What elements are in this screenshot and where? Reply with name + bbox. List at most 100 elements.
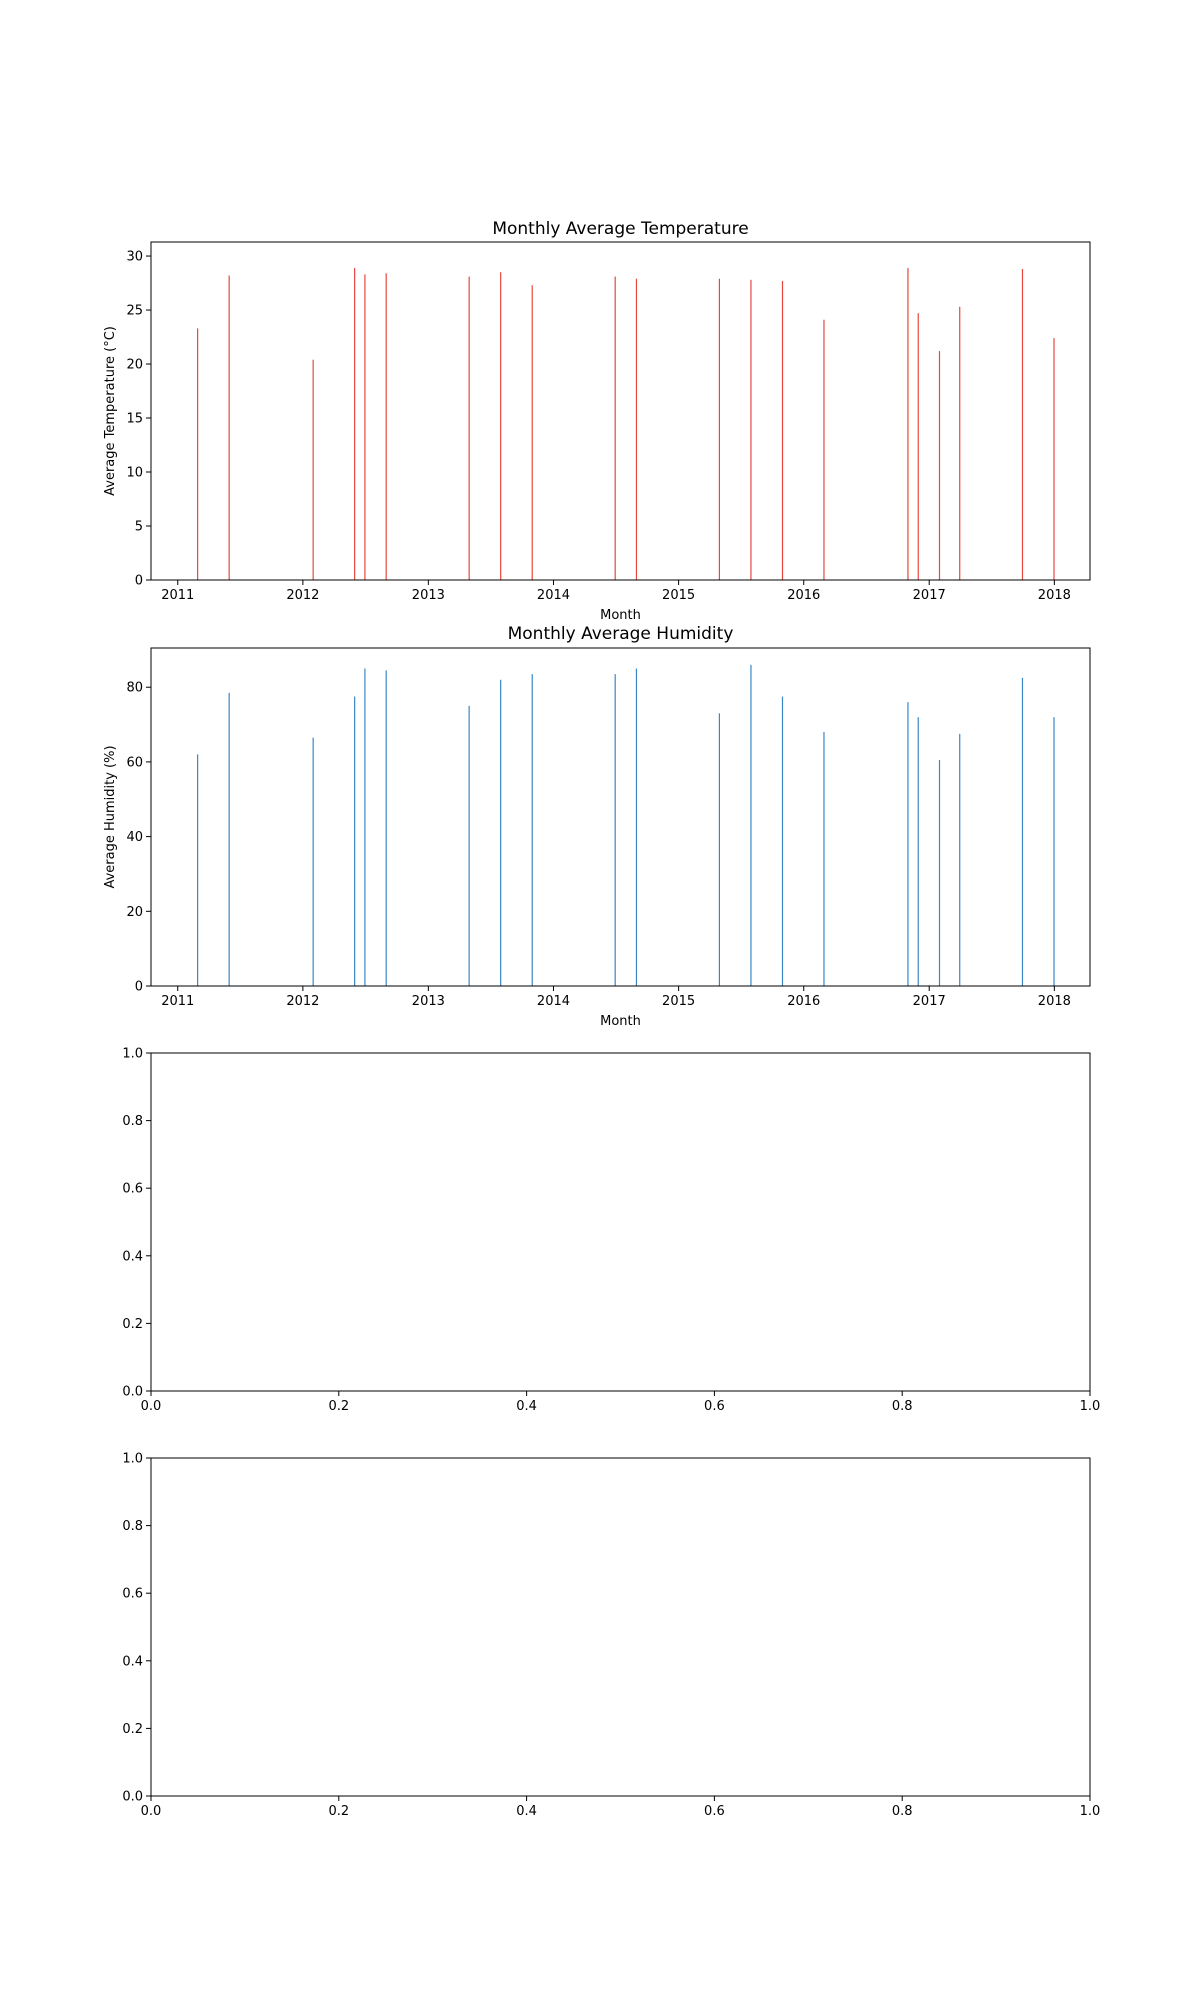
bar xyxy=(1053,338,1055,580)
bar xyxy=(614,674,616,986)
y-tick-label: 25 xyxy=(126,304,143,319)
humidity-chart: Monthly Average Humidity Month Average H… xyxy=(103,624,1091,1029)
y-tick-label: 0.4 xyxy=(122,1249,143,1264)
bar xyxy=(959,733,961,986)
x-tick-label: 2015 xyxy=(662,588,695,603)
bar xyxy=(907,267,909,580)
y-axis-label: Average Humidity (%) xyxy=(103,745,118,888)
y-tick-label: 30 xyxy=(126,250,143,265)
x-tick-label: 0.2 xyxy=(328,1399,349,1414)
plot-frame xyxy=(150,1052,1091,1392)
plot-frame xyxy=(150,647,1091,987)
bar xyxy=(354,267,356,580)
x-tick-label: 2013 xyxy=(412,588,445,603)
x-tick-label: 1.0 xyxy=(1080,1804,1101,1819)
plot-frame xyxy=(150,1457,1091,1797)
y-tick-label: 0 xyxy=(135,980,143,995)
bar xyxy=(197,328,199,580)
x-tick-label: 2012 xyxy=(286,994,319,1009)
bar xyxy=(364,274,366,580)
temperature-chart: Monthly Average Temperature Month Averag… xyxy=(103,219,1091,623)
x-tick-label: 2015 xyxy=(662,994,695,1009)
bar xyxy=(938,351,941,580)
bar xyxy=(500,272,502,580)
bar xyxy=(312,359,314,580)
bar xyxy=(917,717,919,986)
bar xyxy=(1021,269,1024,580)
bar-series xyxy=(197,664,1055,986)
chart-title: Monthly Average Humidity xyxy=(508,624,734,644)
y-tick-label: 0.2 xyxy=(122,1317,143,1332)
bar xyxy=(531,674,533,986)
bar xyxy=(718,278,721,580)
y-tick-label: 5 xyxy=(135,520,143,535)
bar xyxy=(385,670,387,986)
y-tick-label: 80 xyxy=(126,681,143,696)
axis-ticks: 0.0 0.2 0.4 0.6 0.8 1.0 0.0 0.2 0.4 0.6 0.8 1.0 xyxy=(122,1047,1100,1415)
bar xyxy=(750,664,752,986)
bar xyxy=(468,276,470,580)
y-tick-label: 20 xyxy=(126,358,143,373)
y-tick-label: 20 xyxy=(126,905,143,920)
x-tick-label: 0.8 xyxy=(892,1399,913,1414)
bar xyxy=(635,278,638,580)
plot-frame xyxy=(150,241,1091,581)
empty-axes-2: 0.0 0.2 0.4 0.6 0.8 1.0 0.0 0.2 0.4 0.6 0.8 1.0 xyxy=(122,1452,1100,1820)
bar xyxy=(781,280,784,580)
axis-ticks: 2011 2012 2013 2014 2015 2016 2017 2018 0 20 40 60 8… xyxy=(126,681,1070,1009)
bar xyxy=(718,713,721,986)
y-tick-label: 10 xyxy=(126,466,143,481)
bar xyxy=(228,692,230,986)
x-tick-label: 2018 xyxy=(1038,994,1071,1009)
y-tick-label: 0.6 xyxy=(122,1182,143,1197)
y-tick-label: 0.0 xyxy=(122,1385,143,1400)
x-tick-label: 0.2 xyxy=(328,1804,349,1819)
bar xyxy=(197,754,199,986)
y-axis-label: Average Temperature (°C) xyxy=(103,326,118,496)
y-tick-label: 40 xyxy=(126,830,143,845)
bar xyxy=(917,313,919,580)
bar xyxy=(823,732,825,986)
x-tick-label: 2013 xyxy=(412,994,445,1009)
axis-ticks: 0.0 0.2 0.4 0.6 0.8 1.0 0.0 0.2 0.4 0.6 0.8 1.0 xyxy=(122,1452,1100,1820)
axis-ticks: 2011 2012 2013 2014 2015 2016 2017 2018 0 5 10 15 20… xyxy=(126,250,1070,603)
bar xyxy=(228,275,230,580)
y-tick-label: 0.8 xyxy=(122,1519,143,1534)
x-tick-label: 2016 xyxy=(787,588,820,603)
bar xyxy=(959,306,961,580)
x-tick-label: 2014 xyxy=(537,994,570,1009)
y-tick-label: 0.0 xyxy=(122,1790,143,1805)
bar xyxy=(364,668,366,986)
bar xyxy=(1021,677,1024,986)
bar xyxy=(312,737,314,986)
chart-title: Monthly Average Temperature xyxy=(492,219,748,239)
x-tick-label: 0.6 xyxy=(704,1399,725,1414)
x-tick-label: 0.4 xyxy=(516,1804,537,1819)
x-tick-label: 0.8 xyxy=(892,1804,913,1819)
y-tick-label: 0.8 xyxy=(122,1114,143,1129)
y-tick-label: 0 xyxy=(135,574,143,589)
x-tick-label: 2011 xyxy=(161,588,194,603)
y-tick-label: 60 xyxy=(126,755,143,770)
bar xyxy=(938,760,941,986)
bar xyxy=(614,276,616,580)
x-tick-label: 2017 xyxy=(913,994,946,1009)
x-tick-label: 0.4 xyxy=(516,1399,537,1414)
bar xyxy=(385,273,387,580)
x-tick-label: 1.0 xyxy=(1080,1399,1101,1414)
y-tick-label: 0.4 xyxy=(122,1654,143,1669)
bar xyxy=(468,705,470,986)
bar xyxy=(750,279,752,580)
bar xyxy=(1053,717,1055,986)
bar xyxy=(635,668,638,986)
y-tick-label: 1.0 xyxy=(122,1452,143,1467)
bar xyxy=(531,285,533,580)
x-tick-label: 2017 xyxy=(913,588,946,603)
bar xyxy=(823,319,825,580)
x-tick-label: 2011 xyxy=(161,994,194,1009)
x-tick-label: 2012 xyxy=(286,588,319,603)
x-tick-label: 0.0 xyxy=(141,1399,162,1414)
x-tick-label: 2016 xyxy=(787,994,820,1009)
bar xyxy=(500,679,502,986)
